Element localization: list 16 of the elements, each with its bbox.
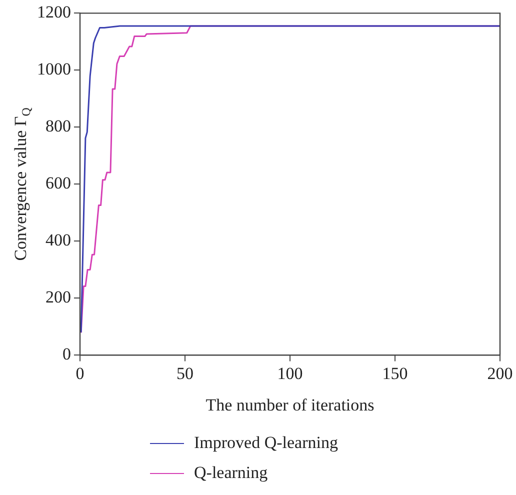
legend-label: Improved Q-learning [194,433,338,453]
y-tick-label: 800 [46,116,71,136]
y-tick-label: 1200 [37,2,71,22]
y-tick-label: 0 [62,344,71,364]
x-tick-label: 200 [487,364,513,383]
y-tick-label: 400 [46,230,71,250]
x-tick-label: 100 [277,364,303,383]
legend-label: Q-learning [194,463,268,483]
y-axis-title: Convergence value ΓQ [11,107,33,261]
y-tick-label: 1000 [37,60,71,79]
x-axis-title: The number of iterations [206,395,374,414]
x-tick-label: 0 [76,364,84,383]
y-tick-label: 200 [46,288,71,307]
x-tick-label: 50 [176,364,194,383]
x-tick-label: 150 [382,364,408,383]
y-tick-label: 600 [46,174,71,193]
